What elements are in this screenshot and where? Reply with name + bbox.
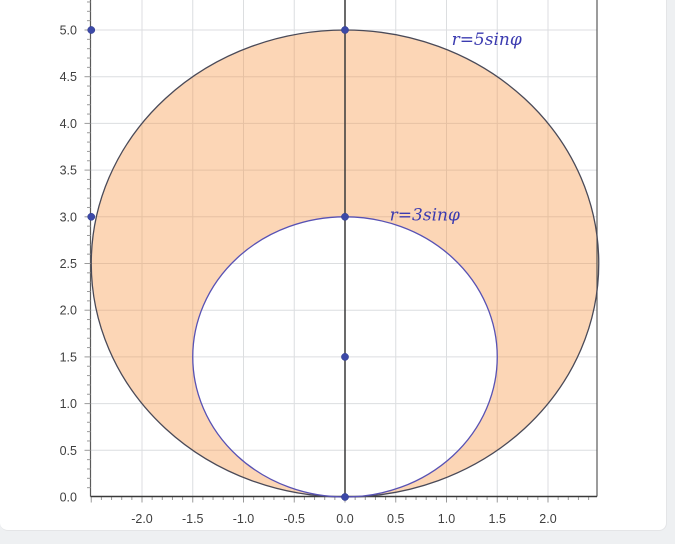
curve-labels: r=5sinφ r=3sinφ <box>390 30 522 226</box>
y-tick-label: 1.5 <box>60 350 77 364</box>
x-tick-label: 1.5 <box>489 512 506 526</box>
point-markers <box>87 26 349 501</box>
y-tick-label: 3.0 <box>60 210 77 224</box>
x-tick-label: 0.5 <box>387 512 404 526</box>
y-tick-label: 4.5 <box>60 70 77 84</box>
y-tick-label: 3.5 <box>60 164 77 178</box>
point-marker <box>87 26 96 34</box>
x-tick-label: 0.0 <box>336 512 353 526</box>
y-tick-label: 0.5 <box>60 444 77 458</box>
y-tick-label: 1.0 <box>60 397 77 411</box>
point-marker <box>341 353 349 361</box>
x-tick-label: -0.5 <box>283 512 305 526</box>
shaded-region-between-circles <box>91 29 599 497</box>
curve-label-r3sin: r=3sinφ <box>390 206 460 226</box>
y-tick-label: 2.0 <box>60 304 77 318</box>
x-tick-label: 2.0 <box>539 512 556 526</box>
plot-card <box>0 0 667 531</box>
point-marker <box>87 212 96 221</box>
x-tick-label: -2.0 <box>131 512 153 526</box>
gridlines <box>90 0 597 497</box>
tick-marks <box>84 1 590 503</box>
point-marker <box>341 493 349 501</box>
y-tick-label: 5.0 <box>60 24 77 38</box>
y-tick-label: 4.0 <box>60 117 77 131</box>
plot-frame <box>89 0 598 497</box>
y-tick-label: 0.0 <box>60 491 77 505</box>
point-marker <box>341 26 349 34</box>
x-tick-label: -1.5 <box>182 512 204 526</box>
y-tick-label: 2.5 <box>60 257 77 271</box>
x-tick-label: -1.0 <box>233 512 255 526</box>
tick-labels: 0.0 0.5 1.0 1.5 2.0 2.5 3.0 3.5 4.0 4.5 5.0 -2.0 -1.… <box>60 24 557 527</box>
curve-label-r5sin: r=5sinφ <box>452 30 522 50</box>
point-marker <box>341 212 349 221</box>
x-tick-label: 1.0 <box>438 512 455 526</box>
